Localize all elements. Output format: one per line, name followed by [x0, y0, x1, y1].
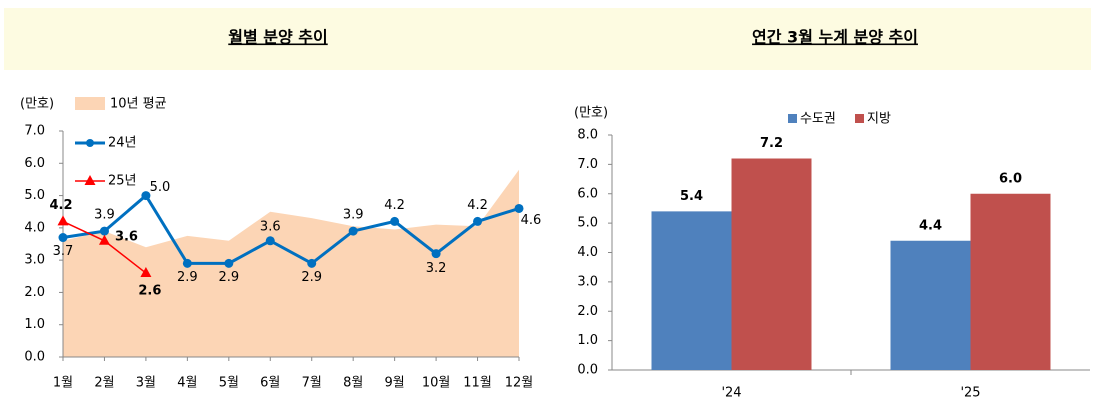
data-label: 6.0 — [999, 171, 1022, 186]
x-tick-label: 7월 — [302, 376, 322, 391]
y-tick-label: 7.0 — [24, 124, 45, 139]
point — [224, 258, 234, 268]
point — [307, 258, 317, 268]
y-tick-label: 4.0 — [24, 220, 45, 235]
y-axis-label: (만호) — [574, 106, 608, 121]
point — [265, 236, 275, 246]
point — [514, 203, 524, 213]
point — [473, 216, 483, 226]
legend-label: 10년 평균 — [110, 97, 167, 112]
bar — [970, 193, 1051, 370]
legend-swatch — [855, 114, 864, 123]
data-label: 2.9 — [177, 270, 198, 285]
y-tick-label: 3.0 — [24, 253, 45, 268]
bar — [651, 211, 732, 370]
point — [140, 267, 152, 278]
x-tick-label: 1월 — [53, 376, 73, 391]
y-tick-label: 6.0 — [24, 156, 45, 171]
x-tick-label: 3월 — [136, 376, 156, 391]
x-tick-label: 2월 — [94, 376, 114, 391]
header-band — [4, 8, 1091, 70]
data-label: 4.6 — [521, 213, 542, 228]
series-line — [62, 193, 520, 266]
data-label: 4.2 — [467, 198, 488, 213]
x-tick-label: 10월 — [422, 376, 451, 391]
data-label: 3.6 — [115, 229, 138, 244]
y-tick-label: 2.0 — [577, 304, 598, 319]
x-tick-label: 6월 — [260, 376, 280, 391]
y-tick-label: 5.0 — [577, 216, 598, 231]
point — [99, 226, 109, 236]
y-axis-label: (만호) — [20, 97, 54, 112]
data-label: 3.9 — [94, 208, 115, 223]
y-tick-label: 7.0 — [577, 157, 598, 172]
y-tick-label: 3.0 — [577, 274, 598, 289]
data-label: 4.4 — [919, 218, 942, 233]
x-tick-label: 11월 — [463, 376, 492, 391]
chart-title: 연간 3월 누계 분양 추이 — [752, 28, 918, 47]
x-tick-label: 12월 — [505, 376, 534, 391]
x-tick-label: '25 — [960, 386, 980, 401]
chart-title: 월별 분양 추이 — [228, 28, 327, 47]
legend-label: 지방 — [867, 112, 891, 127]
y-tick-label: 0.0 — [24, 350, 45, 365]
legend-marker — [86, 139, 94, 147]
data-label: 2.6 — [138, 284, 161, 299]
point — [57, 215, 69, 226]
legend-swatch — [788, 114, 797, 123]
y-tick-label: 0.0 — [577, 363, 598, 378]
point — [98, 234, 110, 245]
point — [390, 216, 400, 226]
legend-swatch — [75, 97, 105, 110]
y-tick-label: 2.0 — [24, 285, 45, 300]
point — [348, 226, 358, 236]
data-label: 3.7 — [53, 244, 74, 259]
data-label: 3.6 — [260, 219, 281, 234]
data-label: 5.4 — [680, 189, 703, 204]
data-label: 2.9 — [218, 270, 239, 285]
area — [63, 169, 519, 357]
x-tick-label: 4월 — [177, 376, 197, 391]
data-label: 4.2 — [384, 198, 405, 213]
legend-label: 24년 — [108, 136, 137, 151]
legend-label: 수도권 — [800, 112, 836, 127]
data-label: 3.9 — [343, 208, 364, 223]
data-label: 2.9 — [301, 270, 322, 285]
y-tick-label: 4.0 — [577, 245, 598, 260]
y-tick-label: 5.0 — [24, 188, 45, 203]
x-tick-label: '24 — [721, 386, 741, 401]
data-label: 7.2 — [760, 136, 783, 151]
point — [182, 258, 192, 268]
y-tick-label: 1.0 — [577, 333, 598, 348]
point — [431, 249, 441, 259]
y-tick-label: 8.0 — [577, 128, 598, 143]
point — [58, 233, 68, 243]
bar — [890, 240, 971, 370]
y-tick-label: 1.0 — [24, 317, 45, 332]
data-label: 5.0 — [150, 180, 171, 195]
x-tick-label: 9월 — [385, 376, 405, 391]
x-tick-label: 8월 — [343, 376, 363, 391]
data-label: 3.2 — [426, 261, 447, 276]
legend-marker — [84, 175, 96, 185]
bar — [731, 158, 812, 370]
data-label: 4.2 — [49, 198, 72, 213]
y-tick-label: 6.0 — [577, 186, 598, 201]
x-tick-label: 5월 — [219, 376, 239, 391]
point — [141, 191, 151, 201]
legend-label: 25년 — [108, 174, 137, 189]
